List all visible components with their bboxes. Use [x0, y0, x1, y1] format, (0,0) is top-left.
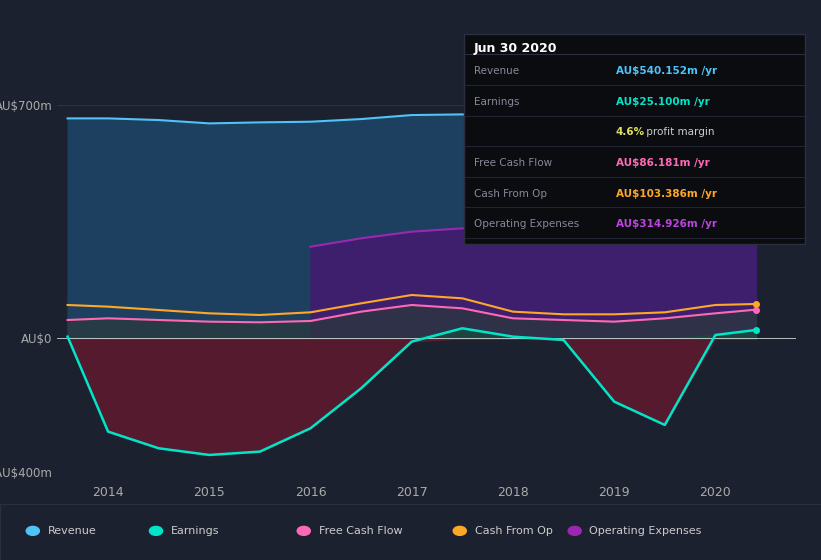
Text: Earnings: Earnings	[474, 97, 519, 107]
Text: AU$103.386m /yr: AU$103.386m /yr	[616, 189, 717, 199]
Text: AU$314.926m /yr: AU$314.926m /yr	[616, 220, 717, 229]
Text: Earnings: Earnings	[171, 526, 219, 536]
Text: 4.6%: 4.6%	[616, 128, 644, 137]
Text: Revenue: Revenue	[474, 66, 519, 76]
Text: Jun 30 2020: Jun 30 2020	[474, 41, 557, 54]
Text: AU$540.152m /yr: AU$540.152m /yr	[616, 66, 717, 76]
Text: Operating Expenses: Operating Expenses	[474, 220, 579, 229]
Text: Cash From Op: Cash From Op	[475, 526, 553, 536]
Text: Free Cash Flow: Free Cash Flow	[474, 158, 552, 168]
Text: Free Cash Flow: Free Cash Flow	[319, 526, 402, 536]
Text: AU$25.100m /yr: AU$25.100m /yr	[616, 97, 709, 107]
Text: Operating Expenses: Operating Expenses	[589, 526, 702, 536]
Text: AU$86.181m /yr: AU$86.181m /yr	[616, 158, 709, 168]
Text: Cash From Op: Cash From Op	[474, 189, 547, 199]
Text: profit margin: profit margin	[643, 128, 714, 137]
Text: Revenue: Revenue	[48, 526, 96, 536]
